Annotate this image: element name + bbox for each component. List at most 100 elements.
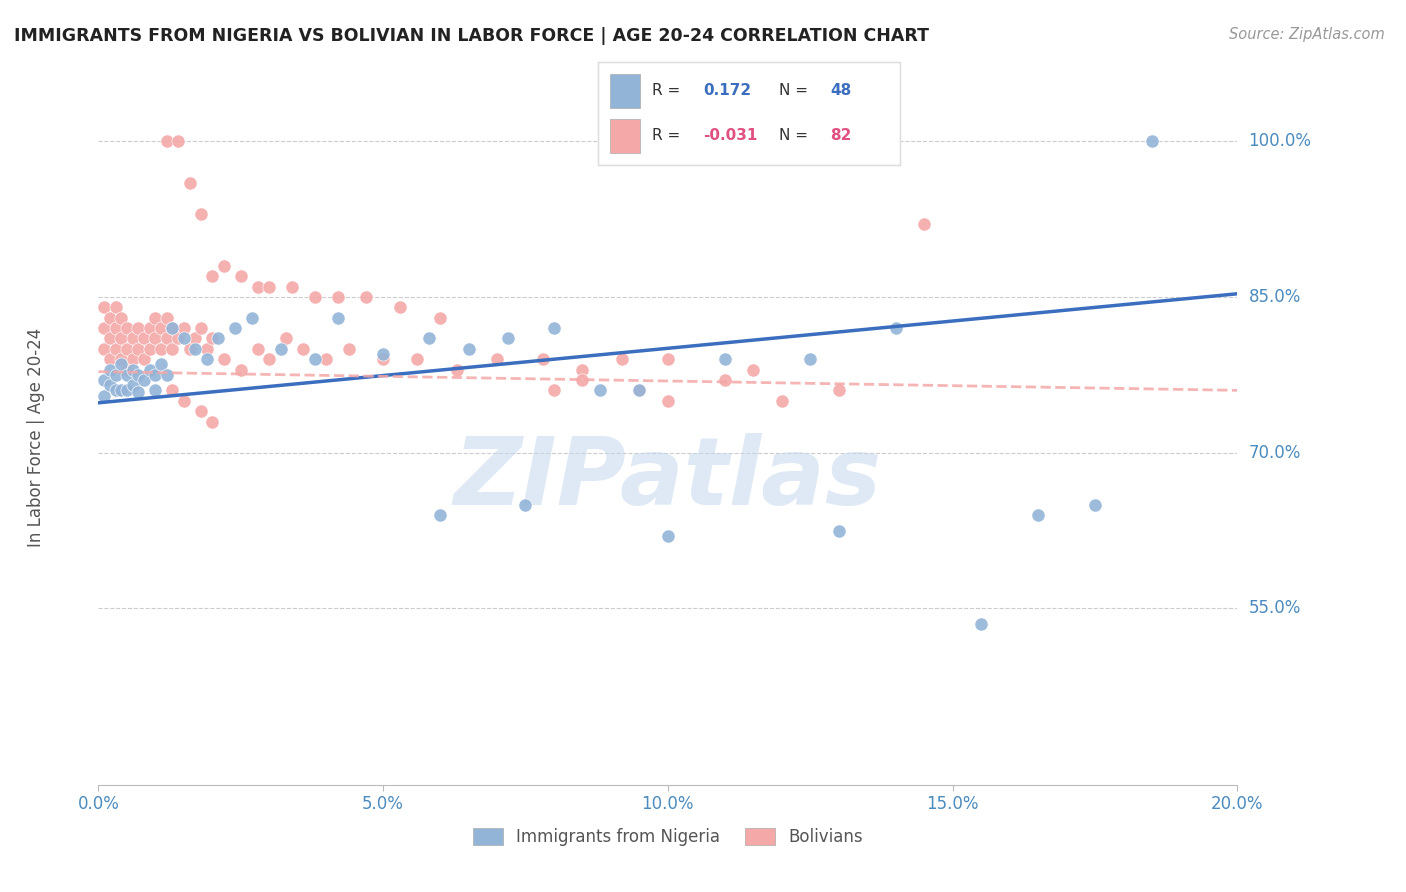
Point xyxy=(138,321,160,335)
Point xyxy=(429,508,451,522)
Point xyxy=(110,352,132,367)
Text: 0.172: 0.172 xyxy=(703,83,751,98)
Point xyxy=(195,352,218,367)
Point xyxy=(389,300,412,314)
Point xyxy=(337,342,360,356)
Point xyxy=(190,404,212,418)
Point xyxy=(104,342,127,356)
Text: In Labor Force | Age 20-24: In Labor Force | Age 20-24 xyxy=(27,327,45,547)
Point xyxy=(498,331,520,345)
Point xyxy=(115,321,138,335)
Point xyxy=(657,529,679,543)
Point xyxy=(121,352,143,367)
Point xyxy=(121,331,143,345)
Point xyxy=(162,321,184,335)
Point xyxy=(98,378,121,392)
Point xyxy=(304,352,326,367)
Point xyxy=(98,310,121,325)
Point xyxy=(162,384,184,398)
Text: IMMIGRANTS FROM NIGERIA VS BOLIVIAN IN LABOR FORCE | AGE 20-24 CORRELATION CHART: IMMIGRANTS FROM NIGERIA VS BOLIVIAN IN L… xyxy=(14,27,929,45)
Text: 82: 82 xyxy=(831,128,852,144)
Point xyxy=(184,342,207,356)
Point xyxy=(207,331,229,345)
Point xyxy=(132,373,155,387)
Point xyxy=(104,300,127,314)
Point xyxy=(179,342,201,356)
Point xyxy=(184,331,207,345)
Point xyxy=(259,352,281,367)
Point xyxy=(714,373,737,387)
Point xyxy=(156,368,179,382)
Point xyxy=(1026,508,1049,522)
Point xyxy=(110,310,132,325)
Point xyxy=(429,310,451,325)
Point xyxy=(115,342,138,356)
Point xyxy=(195,342,218,356)
Point xyxy=(93,388,115,402)
Text: 48: 48 xyxy=(831,83,852,98)
Legend: Immigrants from Nigeria, Bolivians: Immigrants from Nigeria, Bolivians xyxy=(465,822,870,853)
Point xyxy=(145,310,167,325)
Point xyxy=(115,362,138,376)
Point xyxy=(98,362,121,376)
Point xyxy=(156,310,179,325)
Point xyxy=(276,331,298,345)
Point xyxy=(828,384,851,398)
Point xyxy=(173,321,195,335)
Point xyxy=(201,415,224,429)
Point xyxy=(315,352,337,367)
Point xyxy=(270,342,292,356)
Point xyxy=(515,498,537,512)
Point xyxy=(1084,498,1107,512)
Point xyxy=(150,321,173,335)
Point xyxy=(884,321,907,335)
Text: 100.0%: 100.0% xyxy=(1249,132,1312,150)
Text: Source: ZipAtlas.com: Source: ZipAtlas.com xyxy=(1229,27,1385,42)
Point xyxy=(446,362,468,376)
Point xyxy=(246,342,269,356)
Point xyxy=(93,342,115,356)
Point xyxy=(406,352,429,367)
Point xyxy=(138,362,160,376)
Point xyxy=(173,393,195,408)
Point xyxy=(145,331,167,345)
Point xyxy=(531,352,554,367)
Point xyxy=(104,384,127,398)
Text: 55.0%: 55.0% xyxy=(1249,599,1301,617)
Point xyxy=(190,321,212,335)
Point xyxy=(229,269,252,284)
Point xyxy=(156,331,179,345)
Point xyxy=(612,352,634,367)
Point xyxy=(571,373,593,387)
Point xyxy=(93,373,115,387)
Text: 70.0%: 70.0% xyxy=(1249,443,1301,462)
Point xyxy=(742,362,765,376)
FancyBboxPatch shape xyxy=(610,119,640,153)
Point xyxy=(173,331,195,345)
Point xyxy=(104,321,127,335)
Point xyxy=(145,368,167,382)
Point xyxy=(212,352,235,367)
Point xyxy=(326,310,349,325)
Text: -0.031: -0.031 xyxy=(703,128,758,144)
Point xyxy=(259,279,281,293)
Point xyxy=(201,269,224,284)
Point xyxy=(418,331,440,345)
Point xyxy=(212,259,235,273)
Point xyxy=(373,347,395,361)
Point xyxy=(115,384,138,398)
Text: R =: R = xyxy=(652,83,685,98)
Point xyxy=(167,331,190,345)
Point xyxy=(373,352,395,367)
Point xyxy=(799,352,821,367)
Point xyxy=(224,321,246,335)
Point xyxy=(1140,134,1163,148)
Point xyxy=(132,352,155,367)
Point xyxy=(240,310,263,325)
Point xyxy=(281,279,304,293)
Point xyxy=(127,321,149,335)
Text: ZIPatlas: ZIPatlas xyxy=(454,433,882,524)
Point xyxy=(98,331,121,345)
Point xyxy=(292,342,315,356)
FancyBboxPatch shape xyxy=(610,74,640,108)
